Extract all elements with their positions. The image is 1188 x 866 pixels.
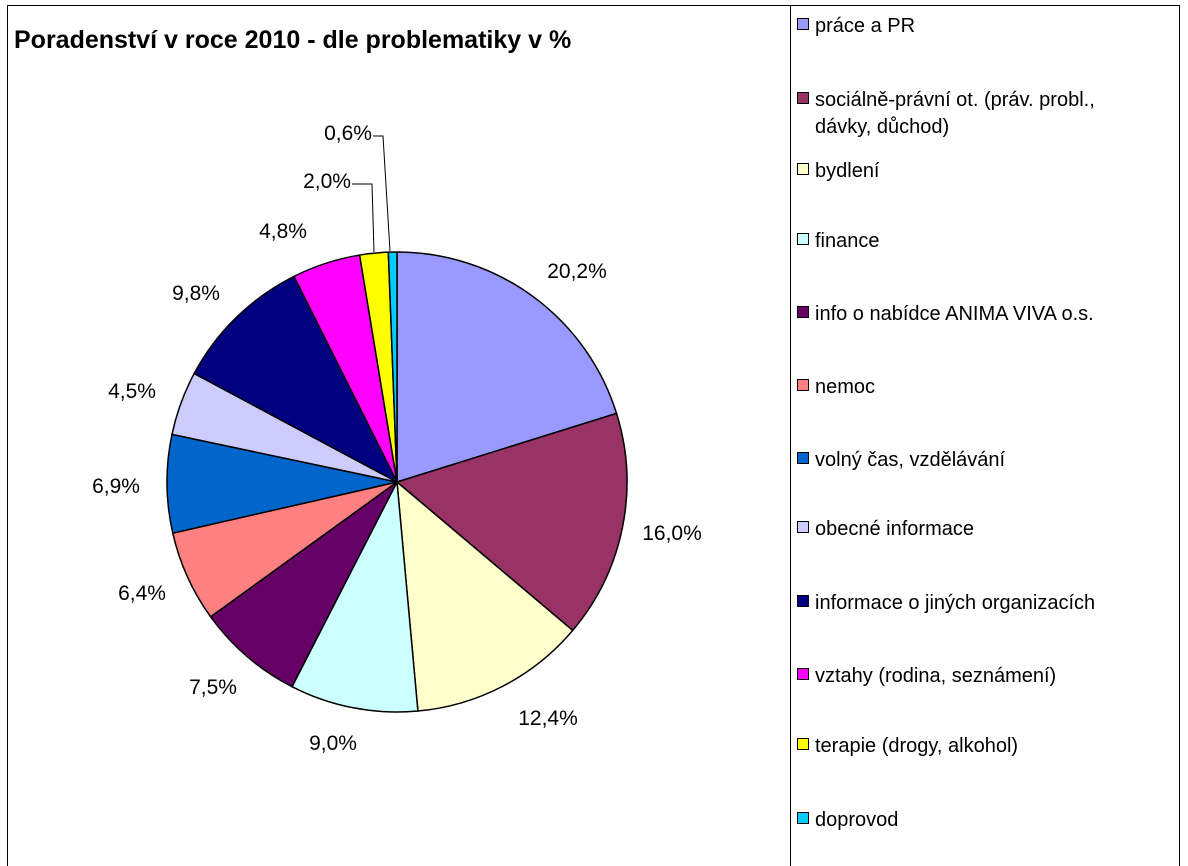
legend-item: terapie (drogy, alkohol) (797, 733, 1018, 760)
legend-swatch (797, 738, 809, 750)
legend-label: nemoc (815, 376, 876, 398)
legend-item: sociálně-právní ot. (práv. probl., dávky,… (797, 87, 1095, 141)
slice-data-label: 7,5% (189, 676, 237, 699)
legend-swatch (797, 521, 809, 533)
legend-swatch (797, 668, 809, 680)
legend-swatch (797, 595, 809, 607)
slice-data-label: 9,8% (172, 282, 220, 305)
pie-chart: 20,2% 16,0% 12,4% 9,0% 7,5% 6,4% 6,9% 4,5% 9,8% 4… (92, 122, 702, 755)
legend-item: nemoc (797, 374, 875, 401)
legend-label: informace o jiných organizacích (815, 592, 1096, 614)
legend-label: bydlení (815, 160, 880, 182)
legend-label: obecné informace (815, 518, 974, 540)
legend-swatch (797, 452, 809, 464)
leader-line (373, 135, 391, 252)
pie-slice (396, 480, 574, 712)
legend-item: obecné informace (797, 516, 974, 543)
legend-swatch (797, 18, 809, 30)
slice-data-label: 0,6% (324, 122, 372, 145)
legend-item: vztahy (rodina, seznámení) (797, 663, 1056, 690)
legend-label: finance (815, 230, 880, 252)
slice-data-label: 2,0% (303, 170, 351, 193)
legend-swatch (797, 306, 809, 318)
legend-swatch (797, 379, 809, 391)
legend-swatch (797, 233, 809, 245)
legend-label: sociálně-právní ot. (práv. probl., dávky,… (815, 89, 1095, 138)
slice-data-label: 16,0% (642, 522, 702, 545)
slice-data-label: 12,4% (518, 707, 578, 730)
legend-item: info o nabídce ANIMA VIVA o.s. (797, 301, 1094, 328)
slice-data-label: 4,8% (259, 220, 307, 243)
pie-slice (396, 251, 618, 484)
pie-slice (193, 275, 399, 484)
slice-data-label: 6,4% (118, 582, 166, 605)
legend-label: info o nabídce ANIMA VIVA o.s. (815, 303, 1094, 325)
legend-item: bydlení (797, 158, 880, 185)
chart-title: Poradenství v roce 2010 - dle problemati… (14, 26, 572, 54)
leader-line (352, 183, 375, 253)
legend-divider (790, 5, 791, 866)
pie-slice (387, 251, 398, 483)
legend-item: práce a PR (797, 13, 915, 40)
legend-item: informace o jiných organizacích (797, 590, 1095, 617)
slice-data-label: 6,9% (92, 475, 140, 498)
legend-label: volný čas, vzdělávání (815, 449, 1006, 471)
slice-data-label: 20,2% (547, 260, 607, 283)
legend-item: volný čas, vzdělávání (797, 447, 1005, 474)
slice-data-label: 9,0% (309, 732, 357, 755)
legend-item: doprovod (797, 807, 898, 834)
pie-slice (395, 412, 628, 632)
legend-swatch (797, 812, 809, 824)
legend: práce a PR sociálně-právní ot. (práv. pro… (797, 0, 1180, 866)
legend-label: doprovod (815, 809, 899, 831)
legend-label: terapie (drogy, alkohol) (815, 735, 1019, 757)
slice-data-label: 4,5% (108, 380, 156, 403)
legend-label: vztahy (rodina, seznámení) (815, 665, 1057, 687)
legend-swatch (797, 163, 809, 175)
legend-swatch (797, 92, 809, 104)
legend-label: práce a PR (815, 15, 916, 37)
chart-frame (7, 5, 1180, 866)
pie-slice (209, 481, 398, 688)
pie-slice (291, 479, 419, 713)
legend-item: finance (797, 228, 880, 255)
